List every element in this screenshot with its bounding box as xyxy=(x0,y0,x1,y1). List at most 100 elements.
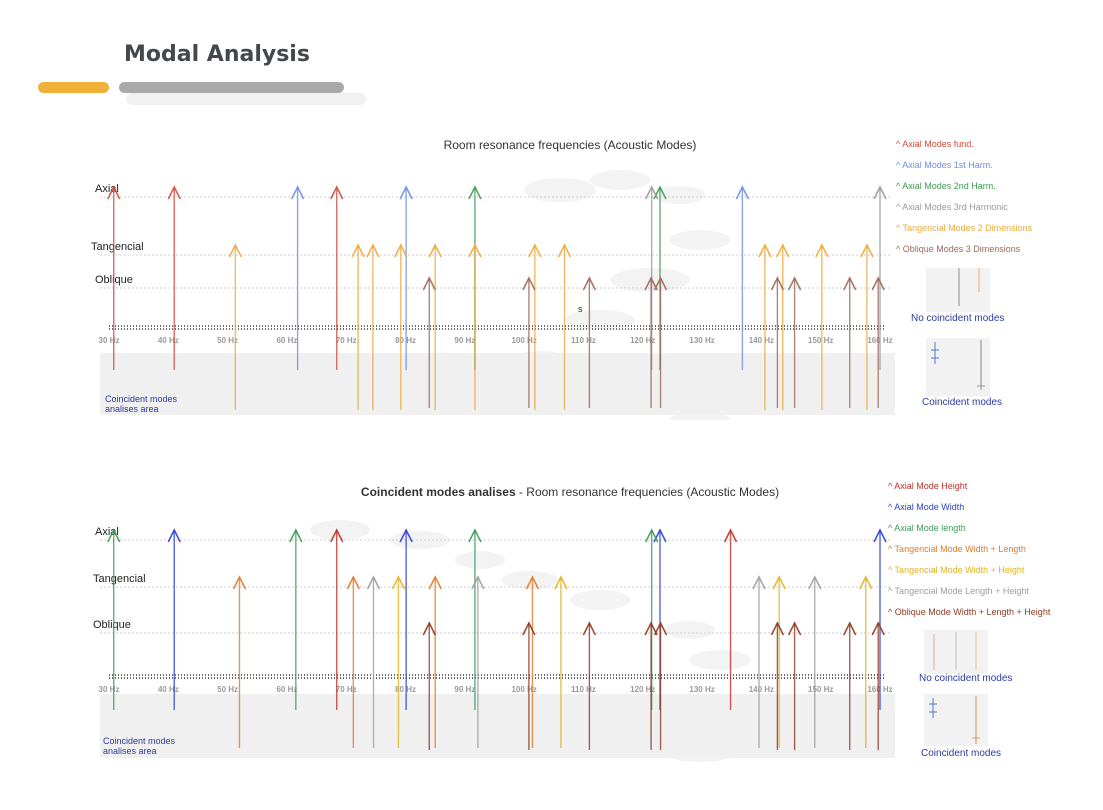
row-label-axial: Axial xyxy=(95,526,119,538)
header-grey-bar xyxy=(119,82,344,93)
series-0 xyxy=(330,528,738,710)
tick-label: 120 Hz xyxy=(630,336,655,345)
mode-arrowhead xyxy=(468,185,482,200)
legend-item: ^ Axial Modes 3rd Harmonic xyxy=(896,202,1008,212)
legend-acoustic-modes: ^ Axial Modes fund. ^ Axial Modes 1st Har… xyxy=(896,134,1032,260)
stray-label: s xyxy=(578,304,583,314)
background-blob xyxy=(310,520,370,540)
coincident-label-1: Coincident modes xyxy=(922,397,1003,408)
tick-label: 150 Hz xyxy=(808,336,833,345)
series-5 xyxy=(422,276,885,408)
tick-label: 50 Hz xyxy=(217,685,238,694)
mode-arrowhead xyxy=(428,243,442,258)
mode-arrowhead xyxy=(787,621,802,636)
mode-arrowhead xyxy=(815,243,829,258)
tick-label: 150 Hz xyxy=(808,685,833,694)
legend-item: ^ Tangencial Modes 2 Dimensions xyxy=(896,223,1033,233)
tick-label: 40 Hz xyxy=(158,685,179,694)
mode-arrowhead xyxy=(808,575,822,590)
legend-item: ^ Tangencial Mode Width + Height xyxy=(888,565,1025,575)
tick-label: 110 Hz xyxy=(571,685,596,694)
background-blob xyxy=(455,551,505,569)
legend-item: ^ Axial Modes fund. xyxy=(896,139,974,149)
mode-arrowhead xyxy=(399,185,413,200)
mode-arrowhead xyxy=(644,528,659,543)
chart-title: Coincident modes analises - Room resonan… xyxy=(361,485,779,499)
tick-label: 110 Hz xyxy=(571,336,596,345)
coincident-graphic-2 xyxy=(929,696,980,744)
mode-arrowhead xyxy=(471,575,485,590)
mode-arrowhead xyxy=(330,528,344,543)
series-6 xyxy=(422,621,885,750)
mode-arrowhead xyxy=(525,575,540,590)
mode-arrowhead xyxy=(582,621,597,636)
mode-arrowhead xyxy=(330,185,344,200)
tick-label: 40 Hz xyxy=(158,336,179,345)
area-label: analises area xyxy=(105,404,159,414)
mode-arrowhead xyxy=(554,575,568,590)
no-coincident-graphic-2 xyxy=(933,632,977,670)
no-coincident-label-1: No coincident modes xyxy=(911,313,1005,324)
legend-item: ^ Axial Mode length xyxy=(888,523,966,533)
mode-arrowhead xyxy=(735,185,750,200)
tick-label: 130 Hz xyxy=(689,336,714,345)
coincident-label-2: Coincident modes xyxy=(921,748,1002,759)
background-blob xyxy=(570,590,630,610)
series-4 xyxy=(391,575,873,748)
mode-arrowhead xyxy=(843,276,857,291)
mode-arrowhead xyxy=(644,276,658,291)
mode-arrowhead xyxy=(873,185,887,200)
mode-arrowhead xyxy=(873,528,887,543)
tick-label: 70 Hz xyxy=(336,336,357,345)
mode-arrowhead xyxy=(787,276,802,291)
mode-arrowhead xyxy=(644,621,658,636)
mode-arrowhead xyxy=(228,243,243,258)
mode-arrowhead xyxy=(366,575,381,590)
area-label: Coincident modes xyxy=(103,736,176,746)
mode-arrowhead xyxy=(391,575,406,590)
header-accent-bar xyxy=(38,82,109,93)
mode-arrowhead xyxy=(468,243,482,258)
mode-arrowhead xyxy=(871,621,885,636)
mode-arrowhead xyxy=(772,575,786,590)
background-blob xyxy=(565,310,635,330)
coincident-area xyxy=(100,353,895,415)
background-blob xyxy=(502,571,558,589)
row-label-axial: Axial xyxy=(95,183,119,195)
chart-title: Room resonance frequencies (Acoustic Mod… xyxy=(444,138,697,152)
mode-arrowhead xyxy=(290,185,305,200)
mode-arrowhead xyxy=(770,276,785,291)
legend-item: ^ Oblique Mode Width + Length + Height xyxy=(888,607,1051,617)
tick-label: 140 Hz xyxy=(749,685,774,694)
mode-arrowhead xyxy=(770,621,785,636)
legend-item: ^ Axial Mode Width xyxy=(888,502,965,512)
legend-item: ^ Axial Mode Height xyxy=(888,481,968,491)
background-blob xyxy=(524,178,596,202)
background-blob xyxy=(590,170,650,190)
mode-arrowhead xyxy=(468,528,482,543)
coincident-area xyxy=(100,694,895,758)
tick-label: 70 Hz xyxy=(336,685,357,694)
chart-title-bold: Coincident modes analises xyxy=(361,485,516,499)
tick-label: 60 Hz xyxy=(276,685,297,694)
mode-arrowhead xyxy=(528,243,542,258)
mode-arrowhead xyxy=(758,243,772,258)
tick-label: 100 Hz xyxy=(511,685,536,694)
coincident-panel-2 xyxy=(924,694,988,746)
mode-arrowhead xyxy=(582,276,597,291)
series-1 xyxy=(167,528,887,710)
legend-coincident-modes: ^ Axial Mode Height ^ Axial Mode Width ^ A… xyxy=(888,476,1050,623)
tick-label: 140 Hz xyxy=(749,336,774,345)
mode-arrowhead xyxy=(522,621,536,636)
no-coincident-graphic-1 xyxy=(958,268,980,306)
tick-label: 100 Hz xyxy=(511,336,536,345)
mode-arrowhead xyxy=(366,243,380,258)
series-1 xyxy=(290,185,750,370)
series-2 xyxy=(107,528,659,710)
legend-item: ^ Axial Modes 2nd Harm. xyxy=(896,181,996,191)
mode-arrowhead xyxy=(428,575,442,590)
tick-label: 30 Hz xyxy=(99,336,120,345)
mode-arrowhead xyxy=(107,528,121,543)
mode-arrowhead xyxy=(167,528,181,543)
mode-arrowhead xyxy=(107,185,121,200)
